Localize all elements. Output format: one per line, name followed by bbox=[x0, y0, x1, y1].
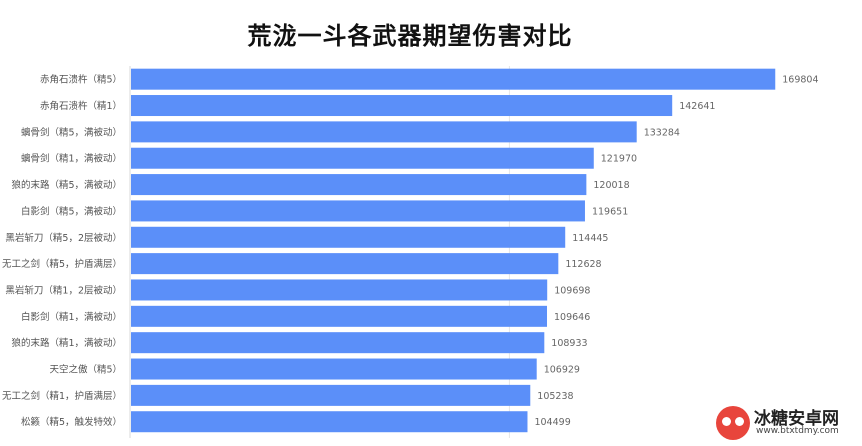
category-label: 黑岩斩刀（精5，2层被动） bbox=[5, 232, 122, 244]
chart-title: 荒泷一斗各武器期望伤害对比 bbox=[247, 22, 573, 50]
bar bbox=[131, 200, 585, 222]
category-label: 黑岩斩刀（精1，2层被动） bbox=[5, 284, 122, 296]
category-label: 赤角石溃杵（精5） bbox=[40, 74, 122, 86]
category-label: 狼的末路（精5，满被动） bbox=[11, 179, 122, 191]
value-label: 121970 bbox=[601, 154, 637, 165]
value-label: 169804 bbox=[782, 75, 818, 86]
value-label: 119651 bbox=[592, 206, 628, 217]
bar bbox=[131, 305, 548, 327]
value-label: 109646 bbox=[554, 312, 590, 323]
value-label: 142641 bbox=[679, 101, 715, 112]
category-label: 狼的末路（精1，满被动） bbox=[11, 337, 122, 349]
category-label: 白影剑（精5，满被动） bbox=[21, 205, 122, 217]
category-label: 松籁（精5，触发特效） bbox=[21, 416, 122, 428]
category-label: 螭骨剑（精5，满被动） bbox=[21, 126, 122, 138]
category-label: 无工之剑（精1，护盾满层） bbox=[2, 390, 122, 402]
value-labels-layer: 169804 142641 133284 121970 120018 119651 1144… bbox=[534, 75, 818, 429]
watermark: 冰糖安卓网 www.btxtdmy.com bbox=[716, 402, 856, 442]
category-label: 无工之剑（精5，护盾满层） bbox=[2, 258, 122, 270]
watermark-logo-icon bbox=[716, 406, 750, 440]
bar bbox=[131, 147, 594, 169]
category-label: 螭骨剑（精1，满被动） bbox=[21, 153, 122, 165]
bar bbox=[131, 358, 537, 380]
category-label: 白影剑（精1，满被动） bbox=[21, 311, 122, 323]
bar bbox=[131, 95, 673, 117]
bar bbox=[131, 174, 587, 196]
value-label: 109698 bbox=[554, 285, 590, 296]
watermark-url: www.btxtdmy.com bbox=[756, 426, 839, 436]
value-label: 120018 bbox=[593, 180, 629, 191]
bar bbox=[131, 68, 776, 90]
bar bbox=[131, 253, 559, 275]
category-label: 赤角石溃杵（精1） bbox=[40, 100, 122, 112]
value-label: 104499 bbox=[534, 417, 570, 428]
bar bbox=[131, 411, 528, 433]
value-label: 105238 bbox=[537, 391, 573, 402]
value-label: 108933 bbox=[551, 338, 587, 349]
bar bbox=[131, 332, 545, 354]
category-labels-layer: 赤角石溃杵（精5） 赤角石溃杵（精1） 螭骨剑（精5，满被动） 螭骨剑（精1，满被动）… bbox=[2, 74, 122, 429]
value-label: 112628 bbox=[565, 259, 601, 270]
value-label: 106929 bbox=[544, 365, 580, 376]
bar bbox=[131, 121, 637, 143]
bar bbox=[131, 226, 566, 248]
bar bbox=[131, 384, 531, 406]
value-label: 133284 bbox=[644, 127, 680, 138]
category-label: 天空之傲（精5） bbox=[49, 364, 122, 376]
value-label: 114445 bbox=[572, 233, 608, 244]
bar bbox=[131, 279, 548, 301]
bars-layer bbox=[131, 68, 776, 433]
watermark-name: 冰糖安卓网 bbox=[754, 409, 839, 429]
